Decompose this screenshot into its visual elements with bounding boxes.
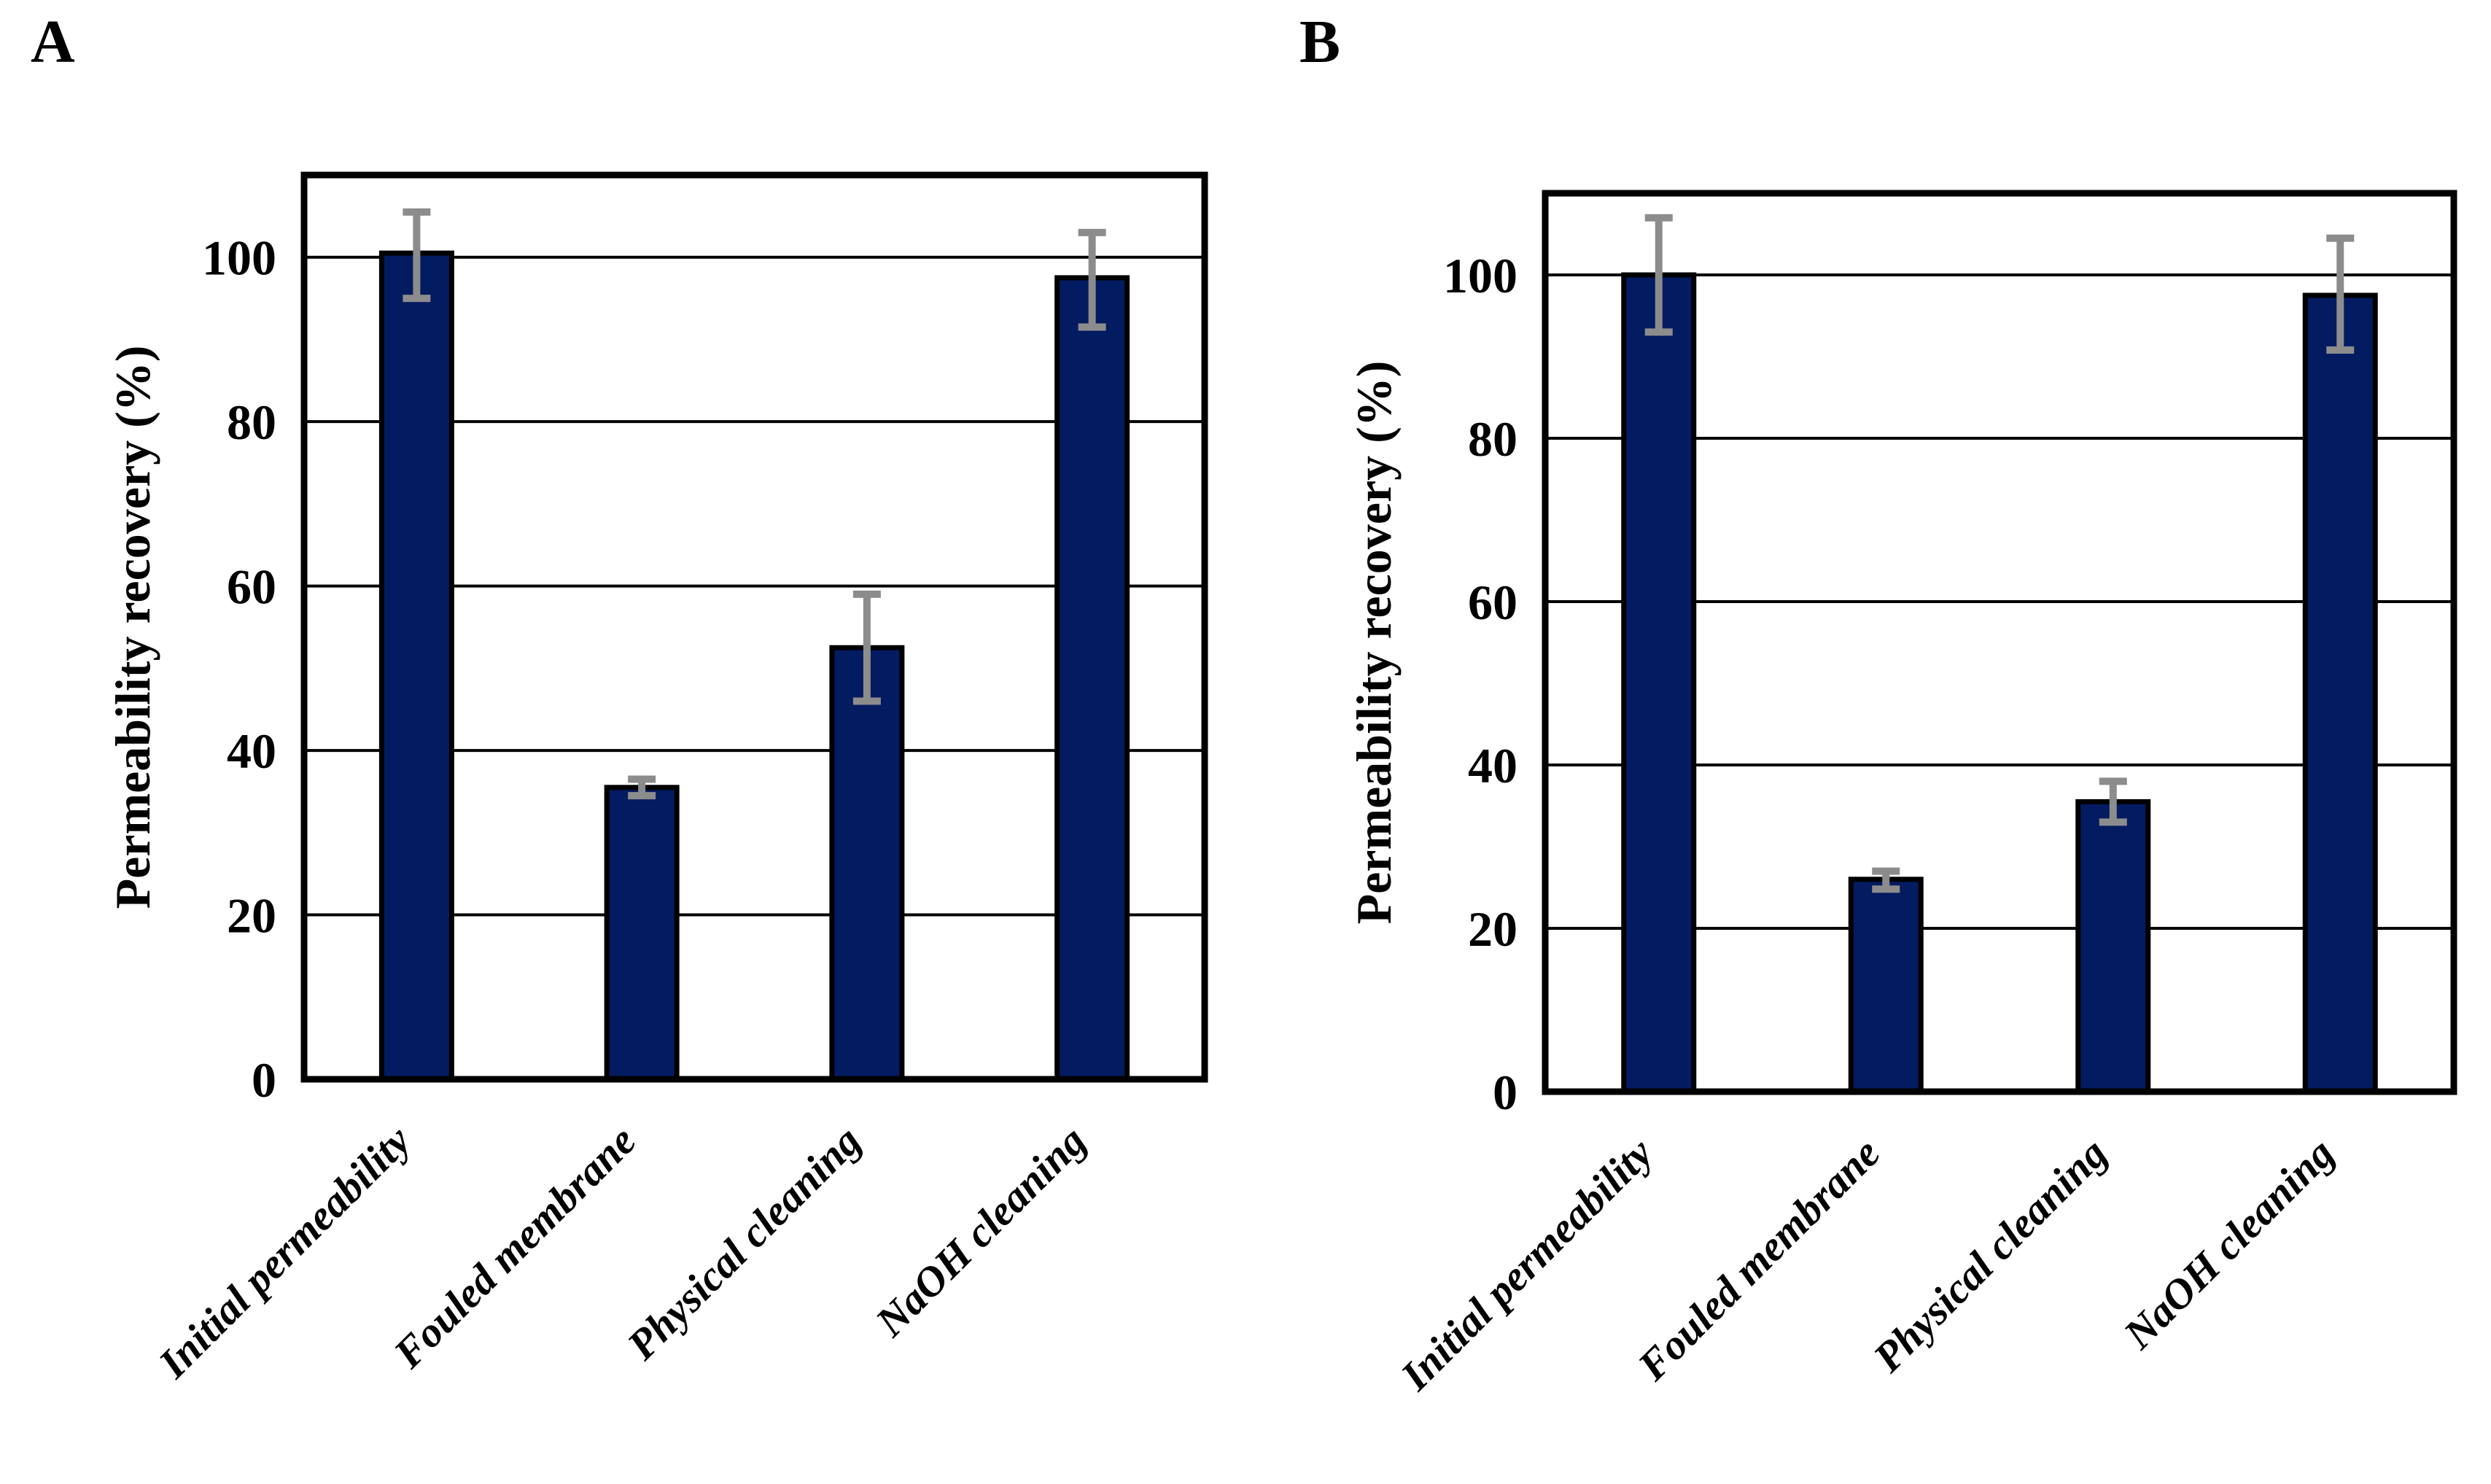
y-tick-label: 80 <box>227 395 276 450</box>
y-axis-title-a: Permeability recovery (%) <box>105 346 160 909</box>
bar-initial-permeability <box>1621 272 1697 1095</box>
panel-b-label: B <box>1299 8 1340 76</box>
error-bar <box>852 590 881 705</box>
error-bar <box>1644 214 1673 336</box>
error-bar <box>628 775 656 800</box>
x-category-label: Fouled membrane <box>384 1116 645 1378</box>
y-tick-label: 60 <box>1468 575 1517 630</box>
y-tick-label: 0 <box>1493 1065 1517 1120</box>
y-axis-title-b: Permeability recovery (%) <box>1346 361 1402 925</box>
x-category-label: Physical cleaning <box>618 1116 870 1369</box>
y-tick-label: 60 <box>227 559 276 615</box>
x-category-label: NaOH cleaning <box>866 1116 1095 1345</box>
y-tick-label: 20 <box>1468 901 1517 957</box>
bar-fouled-membrane <box>604 785 680 1082</box>
plot-frame <box>300 171 1208 1083</box>
bar-naoh-cleaning <box>1054 275 1130 1082</box>
y-tick-label: 100 <box>202 230 276 286</box>
error-bar <box>1078 228 1106 331</box>
error-bar <box>403 208 431 303</box>
x-category-label: Initial permeability <box>149 1116 420 1388</box>
plot-frame <box>1542 190 2457 1095</box>
y-tick-label: 100 <box>1443 248 1517 303</box>
error-bar <box>2099 777 2127 826</box>
y-tick-label: 80 <box>1468 411 1517 467</box>
bar-physical-cleaning <box>829 645 905 1082</box>
y-tick-label: 40 <box>1468 738 1517 793</box>
bar-physical-cleaning <box>2075 799 2151 1095</box>
error-bar <box>2326 234 2355 354</box>
error-bar <box>1872 867 1900 893</box>
y-tick-label: 0 <box>252 1052 276 1108</box>
y-tick-label: 40 <box>227 723 276 779</box>
bar-fouled-membrane <box>1848 877 1924 1095</box>
panel-a-label: A <box>31 8 75 76</box>
x-category-label: Initial permeability <box>1391 1129 1663 1400</box>
x-category-label: Fouled membrane <box>1628 1129 1889 1390</box>
x-category-label: Physical cleaning <box>1864 1129 2116 1381</box>
x-category-label: NaOH cleaning <box>2114 1129 2343 1358</box>
y-tick-label: 20 <box>227 888 276 944</box>
bar-naoh-cleaning <box>2302 292 2378 1095</box>
bar-initial-permeability <box>378 250 454 1082</box>
